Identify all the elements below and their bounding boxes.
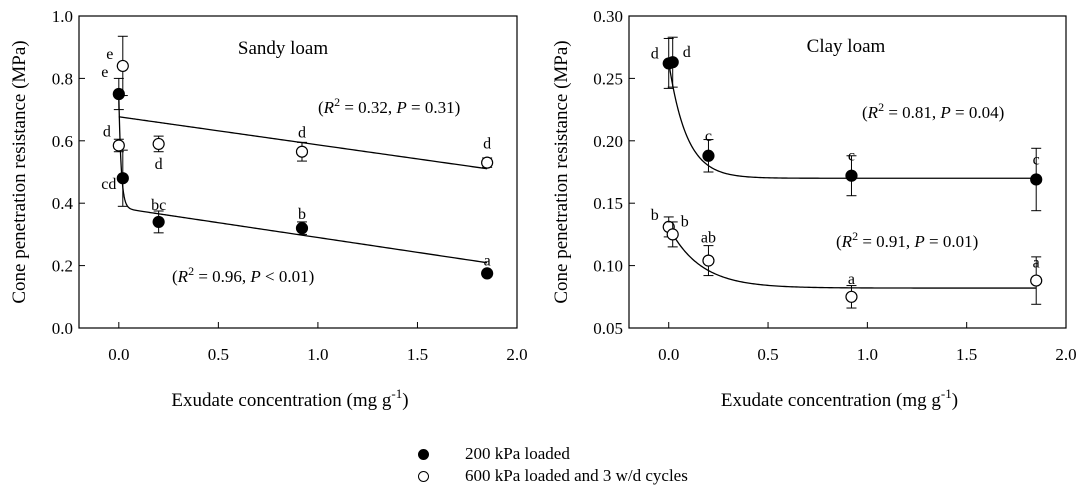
y-tick-label: 0.0: [52, 319, 73, 338]
plot-frame: [78, 15, 518, 329]
chart-panel-1: 0.0 0.5 1.0 1.5 2.0 0.0 0.2 0.4 0.6 0.8 1.0 Exudate…: [9, 7, 528, 411]
x-axis-title: Exudate concentration (mg g-1): [721, 386, 958, 411]
fit-curve: [118, 95, 488, 264]
x-tick-label: 0.0: [108, 345, 129, 364]
legend-label: 200 kPa loaded: [465, 444, 570, 463]
significance-label: c: [1033, 151, 1040, 168]
legend: 200 kPa loaded 600 kPa loaded and 3 w/d …: [418, 443, 688, 487]
data-point: [295, 222, 309, 235]
data-point: [702, 149, 715, 162]
significance-label: b: [298, 206, 306, 223]
legend-item-cycles: 600 kPa loaded and 3 w/d cycles: [418, 465, 688, 487]
y-axis-title: Cone penetration resistance (MPa): [551, 40, 572, 303]
data-point: [116, 59, 129, 73]
data-point: [702, 254, 715, 267]
y-tick-label: 1.0: [52, 7, 73, 26]
data-point: [481, 267, 494, 280]
regression-annotation: (R2 = 0.96, P < 0.01): [172, 264, 314, 286]
x-axis-title: Exudate concentration (mg g-1): [171, 386, 408, 411]
panel-title: Clay loam: [807, 36, 886, 57]
data-point: [152, 215, 165, 229]
data-point: [666, 228, 679, 241]
significance-label: d: [483, 136, 491, 153]
significance-label: b: [651, 207, 659, 224]
y-tick-label: 0.15: [593, 194, 623, 213]
regression-annotation: (R2 = 0.91, P = 0.01): [836, 229, 978, 251]
y-tick-label: 0.2: [52, 257, 73, 276]
y-tick-label: 0.30: [593, 7, 623, 26]
x-tick-label: 0.5: [757, 345, 778, 364]
significance-label: d: [651, 45, 659, 62]
y-tick-label: 0.6: [52, 132, 73, 151]
data-point: [112, 87, 125, 101]
x-tick-label: 1.0: [857, 345, 878, 364]
significance-label: d: [298, 125, 306, 142]
data-point: [152, 137, 165, 151]
chart-panel-2: 0.0 0.5 1.0 1.5 2.0 0.05 0.10 0.15 0.20 0.25 0.30 E…: [551, 7, 1076, 411]
x-tick-label: 2.0: [506, 345, 527, 364]
y-tick-label: 0.20: [593, 132, 623, 151]
legend-label: 600 kPa loaded and 3 w/d cycles: [465, 466, 688, 485]
y-tick-label: 0.10: [593, 257, 623, 276]
regression-annotation: (R2 = 0.32, P = 0.31): [318, 95, 460, 117]
x-tick-label: 1.5: [956, 345, 977, 364]
significance-label: bc: [151, 197, 166, 214]
y-tick-label: 0.25: [593, 69, 623, 88]
data-point: [1030, 173, 1043, 186]
y-axis-title: Cone penetration resistance (MPa): [9, 40, 30, 303]
significance-label: b: [681, 213, 689, 230]
significance-label: ab: [701, 230, 716, 247]
fit-curve: [668, 62, 1037, 179]
significance-label: a: [1033, 255, 1040, 272]
data-point: [666, 56, 679, 69]
significance-label: e: [106, 46, 113, 63]
data-point: [845, 169, 858, 182]
fit-curve: [118, 116, 488, 170]
open-circle-icon: [418, 470, 429, 482]
y-tick-label: 0.4: [52, 194, 74, 213]
significance-label: d: [683, 44, 691, 61]
x-tick-label: 0.0: [658, 345, 679, 364]
panel-title: Sandy loam: [238, 38, 328, 59]
data-point: [116, 172, 129, 185]
significance-label: d: [103, 123, 111, 140]
x-tick-label: 1.5: [407, 345, 428, 364]
significance-label: c: [848, 148, 855, 165]
x-tick-label: 2.0: [1055, 345, 1076, 364]
significance-label: c: [705, 128, 712, 145]
regression-annotation: (R2 = 0.81, P = 0.04): [862, 100, 1004, 122]
y-tick-label: 0.8: [52, 69, 73, 88]
x-tick-label: 0.5: [208, 345, 229, 364]
data-point: [845, 290, 858, 303]
y-tick-label: 0.05: [593, 319, 623, 338]
significance-label: e: [101, 64, 108, 81]
plot-frame: [628, 15, 1067, 329]
significance-label: a: [484, 252, 491, 269]
significance-label: cd: [101, 176, 116, 193]
data-point: [295, 145, 309, 158]
x-tick-label: 1.0: [307, 345, 328, 364]
significance-label: d: [155, 156, 163, 173]
data-point: [481, 156, 494, 169]
significance-label: a: [848, 271, 855, 288]
data-point: [1030, 274, 1043, 287]
legend-item-loaded: 200 kPa loaded: [418, 443, 688, 465]
filled-circle-icon: [418, 448, 429, 460]
data-point: [112, 139, 125, 152]
figure: 0.0 0.5 1.0 1.5 2.0 0.0 0.2 0.4 0.6 0.8 1.0 Exudate…: [9, 7, 1076, 411]
